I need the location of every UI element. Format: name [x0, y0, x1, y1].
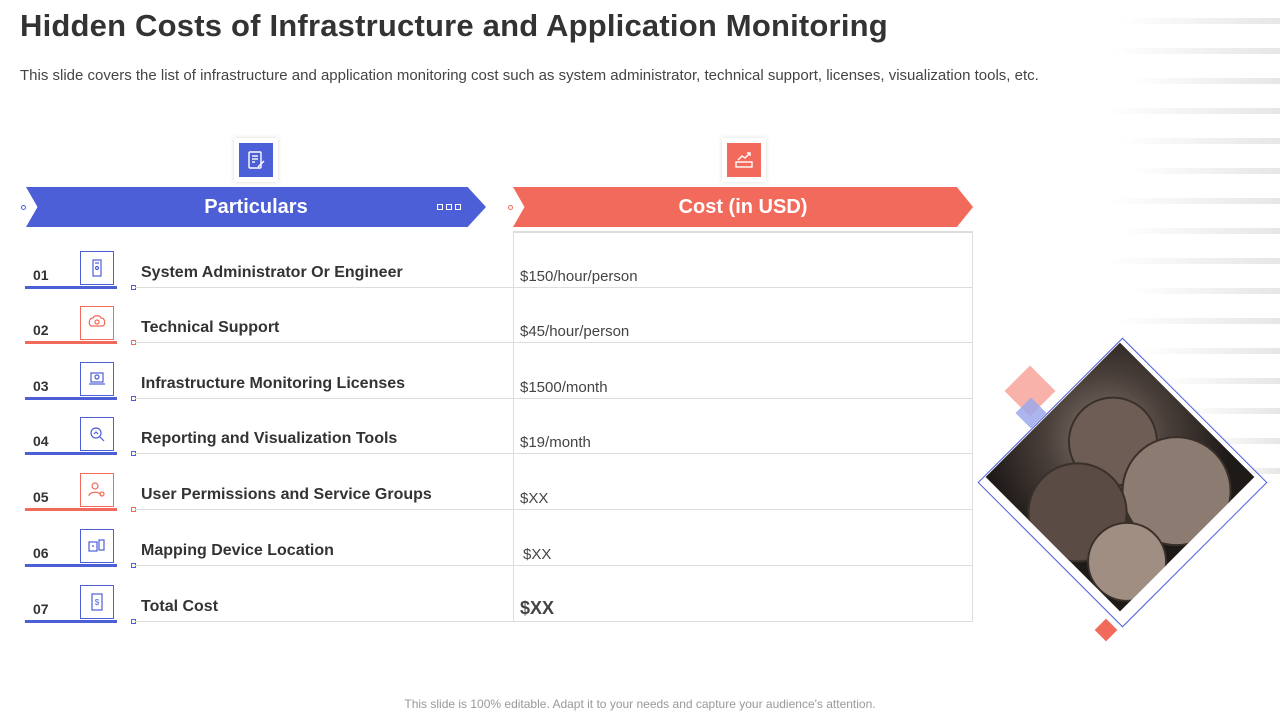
row-number: 03	[33, 378, 49, 394]
svg-text:$: $	[95, 598, 100, 607]
connector-dot	[508, 205, 513, 210]
header-particulars: Particulars	[26, 187, 486, 227]
money-growth-icon	[722, 138, 766, 182]
row-label: System Administrator Or Engineer	[141, 264, 403, 281]
server-icon	[80, 251, 114, 285]
header-dots	[437, 204, 461, 210]
photo-frame	[977, 337, 1268, 628]
page-title: Hidden Costs of Infrastructure and Appli…	[20, 8, 888, 43]
row-number: 07	[33, 601, 49, 617]
row-number: 01	[33, 267, 49, 283]
row-cost: $45/hour/person	[520, 323, 630, 340]
row-label: Total Cost	[141, 598, 219, 615]
row-label: Technical Support	[141, 319, 280, 336]
connector-dot	[21, 205, 26, 210]
decorative-stripes	[1090, 0, 1280, 500]
magnifier-chart-icon	[80, 417, 114, 451]
brain-gear-icon	[80, 306, 114, 340]
row-label: User Permissions and Service Groups	[141, 486, 432, 503]
row-number: 02	[33, 322, 49, 338]
table-row: 01 System Administrator Or Engineer $150…	[25, 247, 973, 303]
row-cost: $XX	[523, 546, 552, 563]
header-cost: Cost (in USD)	[513, 187, 973, 227]
coins-photo	[977, 337, 1270, 630]
user-settings-icon	[80, 473, 114, 507]
devices-location-icon	[80, 529, 114, 563]
laptop-license-icon	[80, 362, 114, 396]
row-label: Reporting and Visualization Tools	[141, 430, 398, 447]
row-number: 05	[33, 489, 49, 505]
row-number: 06	[33, 545, 49, 561]
table-row: 05 User Permissions and Service Groups $…	[25, 469, 973, 525]
footer-note: This slide is 100% editable. Adapt it to…	[404, 697, 876, 711]
row-cost: $19/month	[520, 434, 591, 451]
header-cost-label: Cost (in USD)	[678, 195, 808, 218]
table-row: 02 Technical Support $45/hour/person	[25, 302, 973, 358]
table-row: 06 Mapping Device Location $XX	[25, 525, 973, 581]
table-row: 07 $ Total Cost $XX	[25, 581, 973, 637]
header-particulars-label: Particulars	[204, 195, 308, 218]
row-cost: $XX	[520, 490, 549, 507]
row-number: 04	[33, 433, 49, 449]
dollar-document-icon: $	[80, 585, 114, 619]
row-cost: $1500/month	[520, 379, 608, 396]
row-cost: $150/hour/person	[520, 268, 638, 285]
table-row: 03 Infrastructure Monitoring Licenses $1…	[25, 358, 973, 414]
total-cost-value: $XX	[520, 598, 555, 618]
row-label: Mapping Device Location	[141, 542, 334, 559]
page-subtitle: This slide covers the list of infrastruc…	[20, 67, 1039, 84]
row-label: Infrastructure Monitoring Licenses	[141, 375, 406, 392]
document-checklist-icon	[234, 138, 278, 182]
table-row: 04 Reporting and Visualization Tools $19…	[25, 413, 973, 469]
